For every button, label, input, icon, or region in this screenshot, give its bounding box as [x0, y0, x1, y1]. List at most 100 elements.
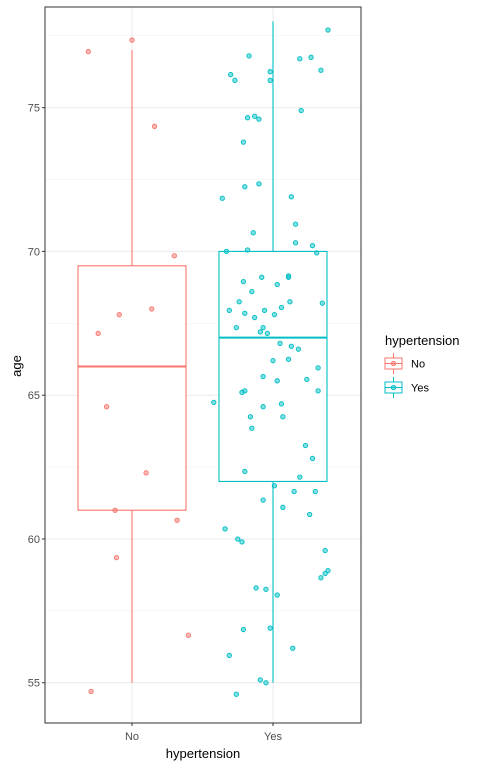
legend: hypertension No Yes — [384, 333, 459, 398]
data-point — [285, 273, 292, 279]
legend-key-no: No — [384, 353, 425, 374]
data-point — [260, 373, 266, 380]
legend-key-point — [390, 384, 397, 391]
data-point — [291, 488, 297, 495]
data-point — [233, 691, 239, 697]
data-point — [309, 455, 316, 462]
data-point — [267, 625, 273, 631]
data-point — [242, 388, 248, 394]
data-point — [239, 539, 245, 545]
data-point — [292, 221, 299, 227]
data-point — [223, 248, 230, 255]
y-tick-label: 60 — [28, 534, 40, 546]
data-point — [278, 304, 285, 311]
data-point — [290, 645, 296, 651]
data-point — [116, 312, 122, 318]
data-point — [219, 195, 225, 201]
data-point — [256, 181, 262, 187]
data-point — [280, 504, 286, 510]
data-point — [274, 378, 280, 384]
data-point — [232, 77, 238, 83]
data-point — [171, 253, 177, 259]
data-point — [242, 468, 248, 475]
data-point — [240, 278, 247, 285]
data-point — [211, 399, 217, 406]
data-point — [129, 37, 135, 43]
data-point — [222, 526, 228, 532]
axis-layer: 55 60 65 70 75 No Yes — [28, 103, 283, 743]
data-point — [256, 116, 262, 122]
point-layer — [85, 27, 331, 697]
data-point — [253, 585, 259, 591]
panel-border — [44, 6, 362, 724]
data-point — [325, 27, 331, 33]
x-tick-label: No — [125, 731, 139, 743]
data-point — [285, 356, 292, 362]
data-point — [95, 330, 101, 337]
data-point — [151, 123, 158, 129]
data-point — [277, 340, 283, 347]
data-point — [149, 306, 155, 312]
data-point — [314, 250, 320, 256]
data-point — [267, 69, 273, 75]
data-point — [298, 107, 304, 114]
y-tick-label: 55 — [28, 678, 40, 690]
box-yes — [218, 250, 328, 483]
data-point — [318, 67, 324, 73]
data-point — [302, 442, 309, 449]
data-point — [240, 626, 247, 633]
data-point — [274, 281, 280, 288]
y-axis-title: age — [9, 355, 24, 377]
data-point — [280, 414, 286, 420]
data-point — [309, 243, 316, 249]
data-point — [304, 376, 310, 383]
y-tick-label: 75 — [28, 103, 40, 115]
data-point — [247, 414, 254, 420]
data-point — [226, 652, 232, 659]
data-point — [271, 312, 278, 318]
data-point — [318, 575, 324, 581]
data-point — [240, 139, 247, 145]
legend-key-yes: Yes — [384, 377, 429, 398]
data-point — [278, 401, 285, 407]
data-point — [174, 517, 180, 523]
legend-keys: No Yes — [384, 353, 429, 398]
data-point — [260, 497, 266, 503]
data-point — [315, 365, 321, 371]
box-layer — [77, 21, 328, 683]
data-point — [244, 115, 251, 121]
data-point — [228, 71, 234, 78]
data-point — [319, 300, 325, 306]
data-point — [263, 680, 269, 686]
legend-title: hypertension — [385, 333, 459, 348]
data-point — [322, 547, 328, 554]
data-point — [295, 346, 302, 352]
data-point — [103, 404, 110, 410]
data-point — [307, 511, 313, 518]
data-point — [308, 54, 314, 60]
data-point — [244, 247, 251, 253]
data-point — [249, 289, 255, 295]
data-point — [260, 324, 266, 331]
data-point — [143, 470, 149, 476]
data-point — [312, 488, 318, 495]
legend-label-yes: Yes — [411, 383, 429, 395]
data-point — [242, 310, 248, 316]
data-point — [315, 388, 321, 394]
data-point — [297, 474, 303, 480]
data-point — [185, 632, 192, 638]
data-point — [236, 299, 242, 305]
data-point — [242, 184, 248, 190]
y-tick-label: 65 — [28, 390, 40, 402]
data-point — [252, 314, 258, 321]
data-point — [249, 425, 255, 431]
data-point — [113, 555, 120, 561]
data-point — [260, 404, 266, 410]
data-point — [297, 56, 303, 62]
data-point — [250, 230, 256, 236]
data-point — [322, 570, 328, 577]
data-point — [85, 48, 91, 55]
box-no — [77, 265, 187, 511]
data-point — [246, 53, 252, 59]
data-point — [288, 194, 294, 200]
